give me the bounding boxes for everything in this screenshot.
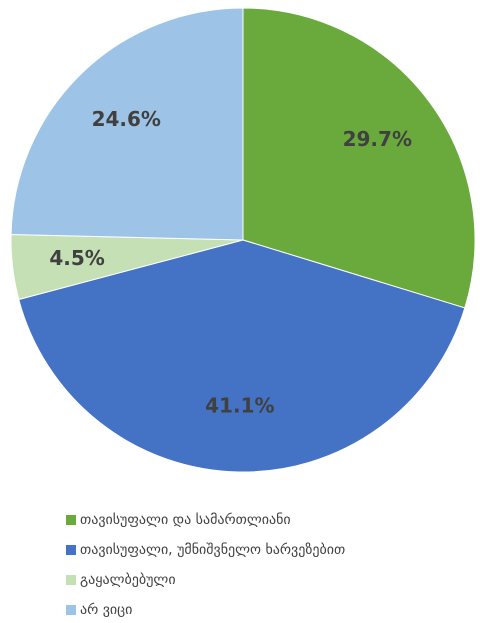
- legend-swatch: [66, 545, 76, 555]
- pie-slice: [18, 239, 466, 473]
- data-label: 29.7%: [343, 127, 412, 151]
- data-label: 41.1%: [205, 394, 274, 418]
- data-label: 4.5%: [49, 246, 104, 270]
- legend-label: არ ვიცი: [80, 601, 132, 618]
- legend-swatch: [66, 575, 76, 585]
- legend-label: გაყალბებული: [80, 572, 176, 588]
- legend-label: თავისუფალი და სამართლიანი: [80, 511, 291, 528]
- legend-swatch: [66, 605, 76, 615]
- legend-label: თავისუფალი, უმნიშვნელო ხარვეზებით: [80, 541, 345, 558]
- data-label: 24.6%: [92, 107, 161, 131]
- legend-swatch: [66, 515, 76, 525]
- pie-slice: [242, 7, 476, 309]
- pie-slice: [10, 7, 244, 241]
